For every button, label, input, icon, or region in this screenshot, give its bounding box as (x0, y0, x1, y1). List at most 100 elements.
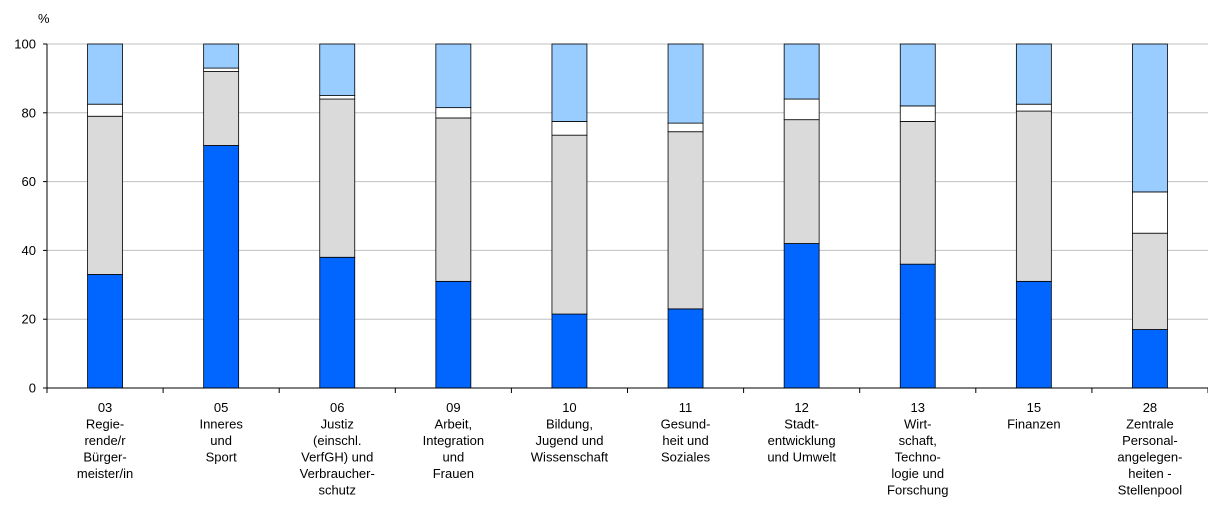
y-axis-unit: % (38, 11, 50, 26)
x-tick-label-line: und (210, 433, 232, 448)
x-tick-label: 28 Zentrale Personal-angelegen-heiten - Ste… (1117, 400, 1182, 498)
x-tick-label-line: heit und (662, 433, 708, 448)
bar-segment (1132, 191, 1168, 234)
bar-segment (87, 103, 123, 117)
x-tick-label-line: 13 (911, 400, 925, 415)
y-axis: 0 20 40 60 80 100 (14, 37, 48, 396)
bar-segment (319, 98, 356, 258)
bar-segment (203, 145, 240, 389)
bar-segment (551, 121, 588, 136)
x-tick-label: 11 Gesund-heit und Soziales (661, 400, 711, 465)
x-tick-label-line: Finanzen (1007, 417, 1060, 432)
bar-segment (1015, 43, 1052, 105)
x-tick-label-line: Zentrale (1126, 417, 1174, 432)
x-tick-label-line: Forschung (887, 483, 948, 498)
bar-segment (551, 313, 588, 389)
bar-segment (435, 280, 472, 389)
x-tick-label: 06 Justiz (einschl. VerfGH) und Verbraucher-… (300, 400, 375, 498)
x-tick-label-line: 11 (679, 400, 693, 415)
bar-segment (783, 43, 820, 100)
x-tick-label-line: angelegen- (1117, 450, 1182, 465)
bar-segment (203, 43, 240, 69)
x-tick-label: 10 Bildung, Jugend und Wissenschaft (531, 400, 609, 465)
bar-segment (87, 43, 123, 105)
x-axis: 03 Regie-rende/r Bürger-meister/in 05 Innere… (46, 387, 1208, 498)
bar-segment (899, 263, 936, 389)
bar-segment (1015, 110, 1052, 282)
x-tick-label-line: 12 (794, 400, 808, 415)
x-tick-label-line: 28 (1143, 400, 1157, 415)
x-tick-label-line: rende/r (84, 433, 126, 448)
bar-segment (551, 134, 588, 315)
x-tick-label: 09 Arbeit, Integration und Frauen (423, 400, 484, 481)
bar-segment (1015, 280, 1052, 389)
x-tick-label-line: 09 (446, 400, 460, 415)
x-tick-label-line: Wirt- (904, 417, 931, 432)
x-tick-label-line: 15 (1027, 400, 1041, 415)
bar-segment (899, 105, 936, 122)
x-tick-label-line: Integration (423, 433, 484, 448)
gridlines (47, 43, 1208, 320)
x-tick-label-line: 05 (214, 400, 228, 415)
x-tick-label-line: 03 (98, 400, 112, 415)
x-tick-label-line: Soziales (661, 450, 711, 465)
x-tick-label-line: 06 (330, 400, 344, 415)
x-tick-label-line: Gesund- (661, 417, 711, 432)
y-tick-label: 40 (22, 243, 36, 258)
bar-segment (435, 43, 472, 109)
bar-segment (435, 117, 472, 282)
x-tick-label-line: Sport (206, 450, 237, 465)
x-tick-label-line: 10 (562, 400, 576, 415)
x-tick-label-line: entwicklung (768, 433, 836, 448)
x-tick-label-line: Stellenpool (1118, 483, 1182, 498)
bar-segment (319, 256, 356, 389)
x-tick-label-line: Arbeit, (435, 417, 473, 432)
bar-segment (319, 95, 356, 100)
x-tick-label-line: Techno- (895, 450, 941, 465)
bar-segment (319, 43, 356, 96)
bar-segment (783, 243, 820, 389)
x-tick-label: 12 Stadt-entwicklung und Umwelt (767, 400, 836, 465)
x-tick-label-line: Bildung, (546, 417, 593, 432)
x-tick-label-line: Frauen (433, 466, 474, 481)
x-tick-label-line: Justiz (321, 417, 354, 432)
x-tick-label: 13 Wirt-schaft, Techno-logie und Forschung (887, 400, 948, 498)
bar-segment (667, 308, 704, 389)
bar-segment (667, 131, 704, 310)
bar-segment (551, 43, 588, 122)
bar-segment (203, 71, 240, 146)
x-tick-label: 05 Inneres und Sport (199, 400, 243, 465)
bar-segment (1132, 232, 1168, 330)
bar-segment (667, 43, 704, 124)
x-tick-label-line: Regie- (86, 417, 124, 432)
bar-segment (899, 121, 936, 265)
bar-segment (667, 122, 704, 133)
bar-segment (783, 119, 820, 244)
bar-segment (1132, 43, 1168, 193)
x-tick-label-line: Wissenschaft (531, 450, 609, 465)
x-tick-label-line: und Umwelt (767, 450, 836, 465)
x-tick-label-line: logie und (891, 466, 944, 481)
bars (87, 43, 1168, 389)
bar-segment (783, 98, 820, 121)
bar-segment (899, 43, 936, 107)
y-tick-label: 0 (29, 381, 36, 396)
x-tick-label-line: Inneres (199, 417, 243, 432)
x-tick-label-line: heiten - (1128, 466, 1171, 481)
x-tick-label-line: und (442, 450, 464, 465)
x-tick-label-line: meister/in (77, 466, 133, 481)
x-tick-label-line: Stadt- (784, 417, 819, 432)
x-tick-label-line: Jugend und (535, 433, 603, 448)
y-tick-label: 100 (14, 37, 36, 52)
bar-segment (1132, 329, 1168, 389)
bar-segment (87, 274, 123, 389)
x-tick-label-line: (einschl. (313, 433, 361, 448)
x-tick-label-line: VerfGH) und (301, 450, 373, 465)
x-tick-label: 03 Regie-rende/r Bürger-meister/in (77, 400, 133, 481)
y-tick-label: 80 (22, 105, 36, 120)
x-tick-label-line: schaft, (899, 433, 937, 448)
x-tick-label: 15 Finanzen (1007, 400, 1060, 432)
x-tick-label-line: Verbraucher- (300, 466, 375, 481)
bar-segment (435, 107, 472, 119)
